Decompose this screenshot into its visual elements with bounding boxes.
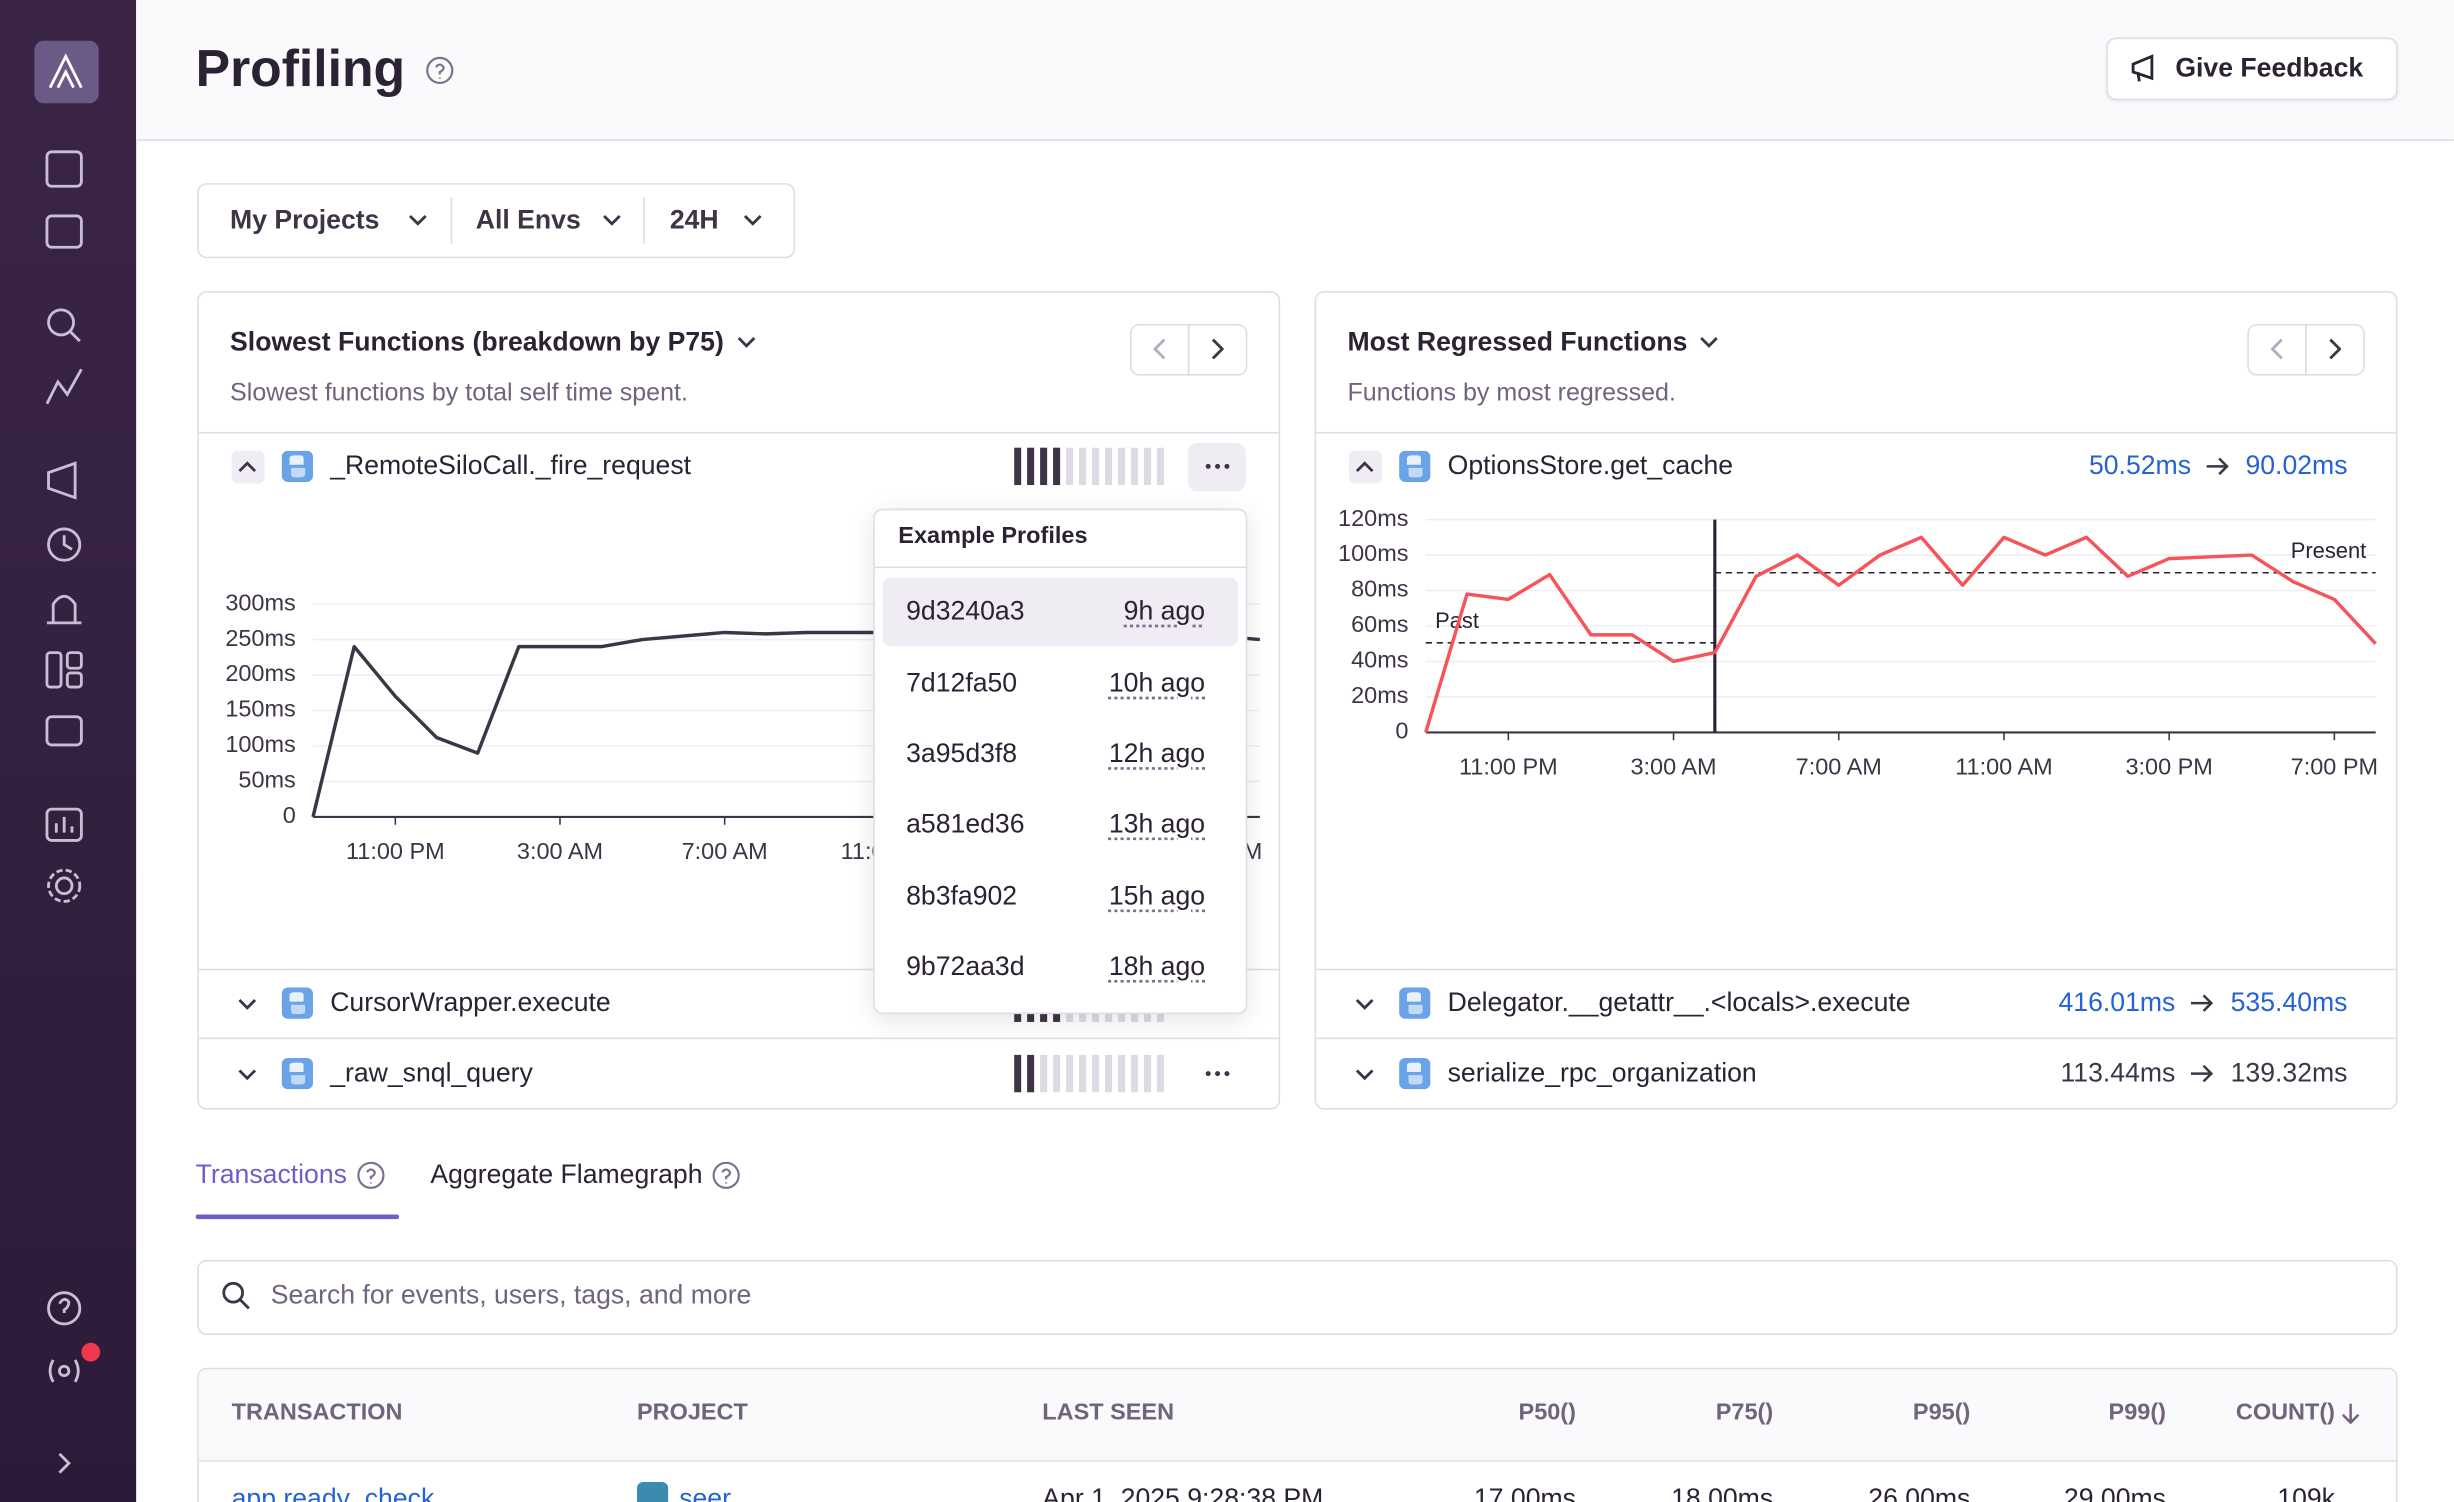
- profile-id[interactable]: 9d3240a3: [906, 593, 1024, 631]
- y-tick-label: 100ms: [1338, 540, 1408, 566]
- profile-age: 15h ago: [1109, 878, 1205, 916]
- x-tick-label: 7:00 PM: [2291, 754, 2378, 780]
- profile-id[interactable]: a581ed36: [906, 806, 1024, 844]
- y-tick-label: 200ms: [225, 660, 295, 686]
- profile-id[interactable]: 9b72aa3d: [906, 948, 1024, 986]
- y-tick-label: 0: [1395, 718, 1408, 744]
- profile-age: 13h ago: [1109, 806, 1205, 844]
- y-tick-label: 80ms: [1351, 576, 1408, 602]
- profile-id[interactable]: 3a95d3f8: [906, 736, 1017, 774]
- data-line: [1426, 537, 2376, 732]
- x-tick-label: 3:00 PM: [2125, 754, 2212, 780]
- divider: [875, 567, 1246, 569]
- profile-id[interactable]: 7d12fa50: [906, 665, 1017, 703]
- profile-age: 12h ago: [1109, 736, 1205, 774]
- x-tick-label: 11:00 AM: [1955, 754, 2052, 780]
- x-tick-label: 7:00 AM: [1796, 754, 1882, 780]
- y-tick-label: 40ms: [1351, 647, 1408, 673]
- x-tick-label: 3:00 AM: [517, 838, 603, 864]
- x-tick-label: 3:00 AM: [1630, 754, 1716, 780]
- menu-title: Example Profiles: [898, 518, 1087, 556]
- y-tick-label: 250ms: [225, 625, 295, 651]
- y-tick-label: 120ms: [1338, 505, 1408, 531]
- profile-age: 18h ago: [1109, 948, 1205, 986]
- x-tick-label: 11:00 PM: [1459, 754, 1558, 780]
- y-tick-label: 150ms: [225, 696, 295, 722]
- y-tick-label: 300ms: [225, 589, 295, 615]
- y-tick-label: 20ms: [1351, 682, 1408, 708]
- y-tick-label: 100ms: [225, 731, 295, 757]
- y-tick-label: 60ms: [1351, 611, 1408, 637]
- y-tick-label: 50ms: [238, 767, 295, 793]
- x-tick-label: 7:00 AM: [682, 838, 768, 864]
- threshold-label: Present: [2291, 538, 2366, 563]
- profile-id[interactable]: 8b3fa902: [906, 878, 1017, 916]
- profile-age: 10h ago: [1109, 665, 1205, 703]
- y-tick-label: 0: [283, 802, 296, 828]
- profile-age: 9h ago: [1124, 593, 1205, 631]
- x-tick-label: 11:00 PM: [346, 838, 445, 864]
